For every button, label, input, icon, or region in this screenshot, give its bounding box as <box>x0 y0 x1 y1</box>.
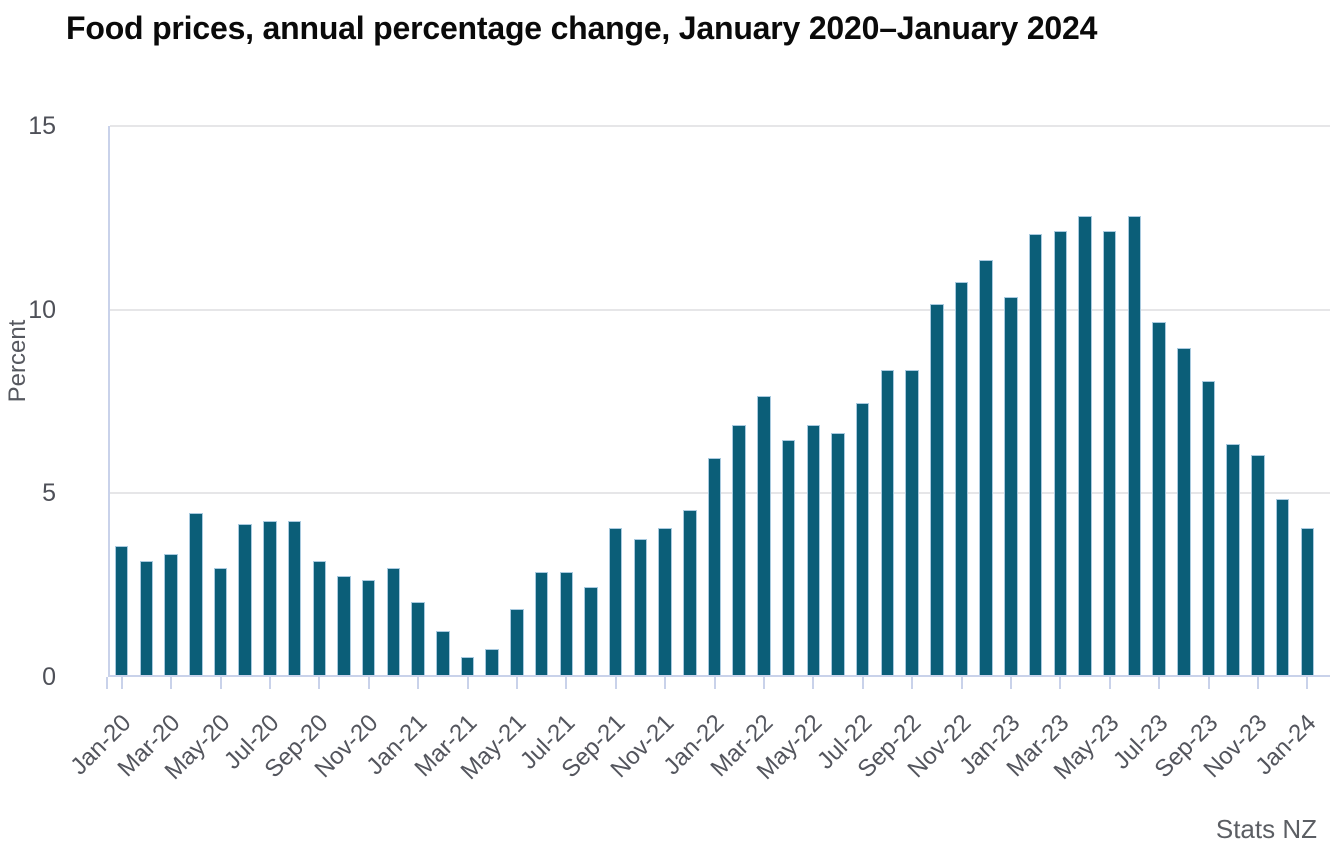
bar-Oct-22 <box>930 304 944 675</box>
bar-Mar-23 <box>1053 230 1068 675</box>
x-tick-Sep-20 <box>318 677 321 689</box>
bar-Mar-21 <box>460 656 475 675</box>
bar-Apr-23 <box>1078 215 1092 675</box>
x-tick-Nov-23 <box>1256 677 1259 689</box>
bar-Jan-23 <box>1004 296 1018 675</box>
x-tick-Jan-20 <box>120 677 123 689</box>
x-tick-Mar-21 <box>466 677 469 689</box>
y-tick-label-15: 15 <box>28 112 56 140</box>
x-tick-Mar-20 <box>170 677 173 689</box>
x-tick-Jul-23 <box>1158 677 1161 689</box>
gridline-10 <box>110 308 1330 311</box>
bar-Sep-23 <box>1201 381 1216 675</box>
bar-Mar-22 <box>757 395 771 675</box>
bar-Apr-21 <box>485 649 499 675</box>
bar-Nov-23 <box>1251 454 1265 675</box>
x-tick-May-20 <box>219 677 222 689</box>
x-tick-Sep-22 <box>911 677 914 689</box>
x-tick-Jul-20 <box>268 677 271 689</box>
bar-May-23 <box>1102 230 1117 675</box>
x-tick-Jan-24 <box>1306 677 1309 689</box>
x-tick-Sep-21 <box>614 677 617 689</box>
bar-Jul-20 <box>263 520 277 675</box>
bar-Jul-21 <box>559 572 574 675</box>
chart-title: Food prices, annual percentage change, J… <box>66 10 1098 46</box>
bar-Feb-22 <box>732 425 746 675</box>
x-tick-May-21 <box>515 677 518 689</box>
gridline-15 <box>110 125 1330 127</box>
bar-Jan-20 <box>114 546 129 675</box>
bar-Feb-23 <box>1028 234 1043 675</box>
bar-Aug-20 <box>287 520 302 675</box>
bar-Nov-20 <box>361 579 376 675</box>
bar-Jul-22 <box>855 403 870 675</box>
axis-corner-tick <box>106 677 108 689</box>
bar-Dec-23 <box>1275 498 1290 675</box>
plot-area <box>108 125 1330 677</box>
y-tick-label-5: 5 <box>42 479 56 508</box>
x-tick-Jan-22 <box>713 677 716 689</box>
x-tick-Mar-23 <box>1059 677 1062 689</box>
bar-Feb-21 <box>436 630 450 675</box>
y-tick-label-10: 10 <box>28 295 56 324</box>
x-tick-May-23 <box>1108 677 1111 689</box>
y-tick-label-0: 0 <box>42 663 56 691</box>
x-tick-Jul-21 <box>565 677 568 689</box>
x-tick-Jan-21 <box>417 677 420 689</box>
bar-Sep-20 <box>312 561 327 675</box>
x-tick-Nov-20 <box>367 677 370 689</box>
bar-Aug-21 <box>584 586 598 675</box>
bar-Sep-22 <box>905 370 919 675</box>
bar-Jul-23 <box>1152 322 1166 675</box>
x-tick-May-22 <box>812 677 815 689</box>
bar-Jan-22 <box>707 458 722 675</box>
bar-Dec-21 <box>683 509 697 675</box>
bar-Aug-22 <box>880 370 895 675</box>
bar-May-21 <box>510 608 524 675</box>
bar-Oct-21 <box>633 539 648 675</box>
bar-Oct-20 <box>337 575 351 675</box>
bar-Dec-20 <box>386 568 401 675</box>
bar-Dec-22 <box>979 259 993 675</box>
bar-Apr-20 <box>189 513 203 675</box>
x-tick-Nov-21 <box>664 677 667 689</box>
bar-Nov-21 <box>658 528 672 675</box>
x-tick-Jan-23 <box>1009 677 1012 689</box>
bar-Jan-24 <box>1300 528 1315 675</box>
x-tick-Sep-23 <box>1207 677 1210 689</box>
bar-May-22 <box>806 425 821 675</box>
bar-Jun-23 <box>1127 215 1142 675</box>
x-tick-Jul-22 <box>861 677 864 689</box>
bar-Jun-21 <box>534 572 549 675</box>
bar-Jun-20 <box>238 524 252 675</box>
bar-Feb-20 <box>139 561 154 675</box>
bar-Nov-22 <box>954 281 969 675</box>
bar-Oct-23 <box>1226 443 1240 675</box>
bar-Apr-22 <box>781 439 796 675</box>
bar-Mar-20 <box>164 553 178 675</box>
bar-Sep-21 <box>608 528 623 675</box>
bar-May-20 <box>213 568 228 675</box>
source-attribution: Stats NZ <box>1215 814 1317 844</box>
bar-Jan-21 <box>411 601 425 675</box>
bar-Jun-22 <box>831 432 845 675</box>
x-tick-Nov-22 <box>960 677 963 689</box>
x-tick-Mar-22 <box>762 677 765 689</box>
bar-Aug-23 <box>1177 348 1191 675</box>
